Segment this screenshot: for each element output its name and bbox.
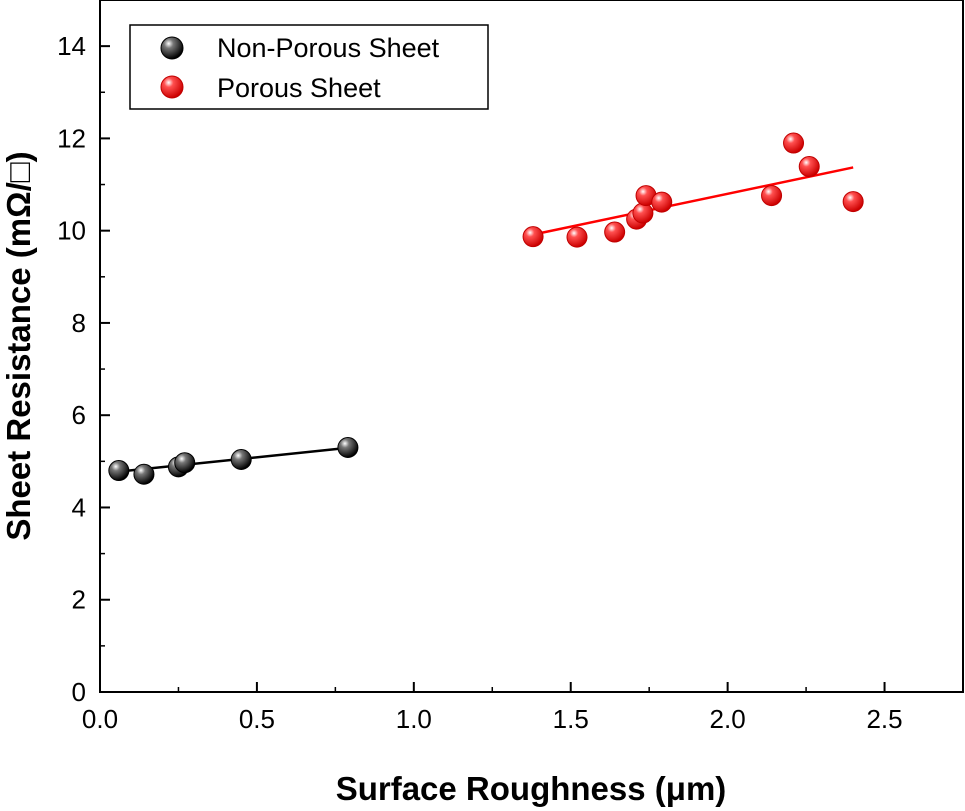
y-tick-label: 2 (72, 585, 86, 615)
point-porous (566, 226, 588, 248)
x-tick-label: 2.5 (866, 704, 902, 734)
legend: Non-Porous Sheet Porous Sheet (129, 24, 489, 110)
fit-lines (115, 166, 854, 474)
legend-marker-non-porous (160, 36, 184, 60)
y-tick-label: 6 (72, 400, 86, 430)
legend-box (129, 24, 489, 110)
x-tick-label: 1.0 (396, 704, 432, 734)
point-non-porous (230, 448, 252, 470)
point-non-porous (133, 463, 155, 485)
x-axis-title: Surface Roughness (μm) (336, 770, 727, 807)
point-non-porous (174, 452, 196, 474)
y-tick-label: 10 (57, 216, 86, 246)
point-non-porous (337, 436, 359, 458)
point-porous (632, 202, 654, 224)
legend-label-porous: Porous Sheet (217, 73, 381, 103)
y-axis: 0 2 4 6 8 10 12 14 (57, 0, 110, 707)
y-tick-label: 14 (57, 31, 86, 61)
point-porous (604, 221, 626, 243)
data-points (108, 132, 864, 485)
y-tick-label: 12 (57, 123, 86, 153)
x-tick-label: 0.5 (239, 704, 275, 734)
point-porous (761, 185, 783, 207)
x-axis: 0.0 0.5 1.0 1.5 2.0 2.5 (82, 682, 964, 734)
legend-label-non-porous: Non-Porous Sheet (217, 33, 440, 63)
y-axis-title: Sheet Resistance (mΩ/□) (0, 151, 37, 540)
legend-marker-porous (160, 75, 184, 99)
plot-frame (99, 0, 964, 693)
point-non-porous (108, 460, 130, 482)
fit-line-porous (529, 166, 854, 237)
y-tick-label: 4 (72, 492, 86, 522)
point-porous (798, 156, 820, 178)
point-porous (783, 132, 805, 154)
x-tick-label: 1.5 (553, 704, 589, 734)
y-tick-label: 0 (72, 677, 86, 707)
x-tick-label: 2.0 (710, 704, 746, 734)
point-porous (522, 226, 544, 248)
point-porous (651, 191, 673, 213)
y-tick-label: 8 (72, 308, 86, 338)
x-tick-label: 0.0 (82, 704, 118, 734)
point-porous (842, 191, 864, 213)
